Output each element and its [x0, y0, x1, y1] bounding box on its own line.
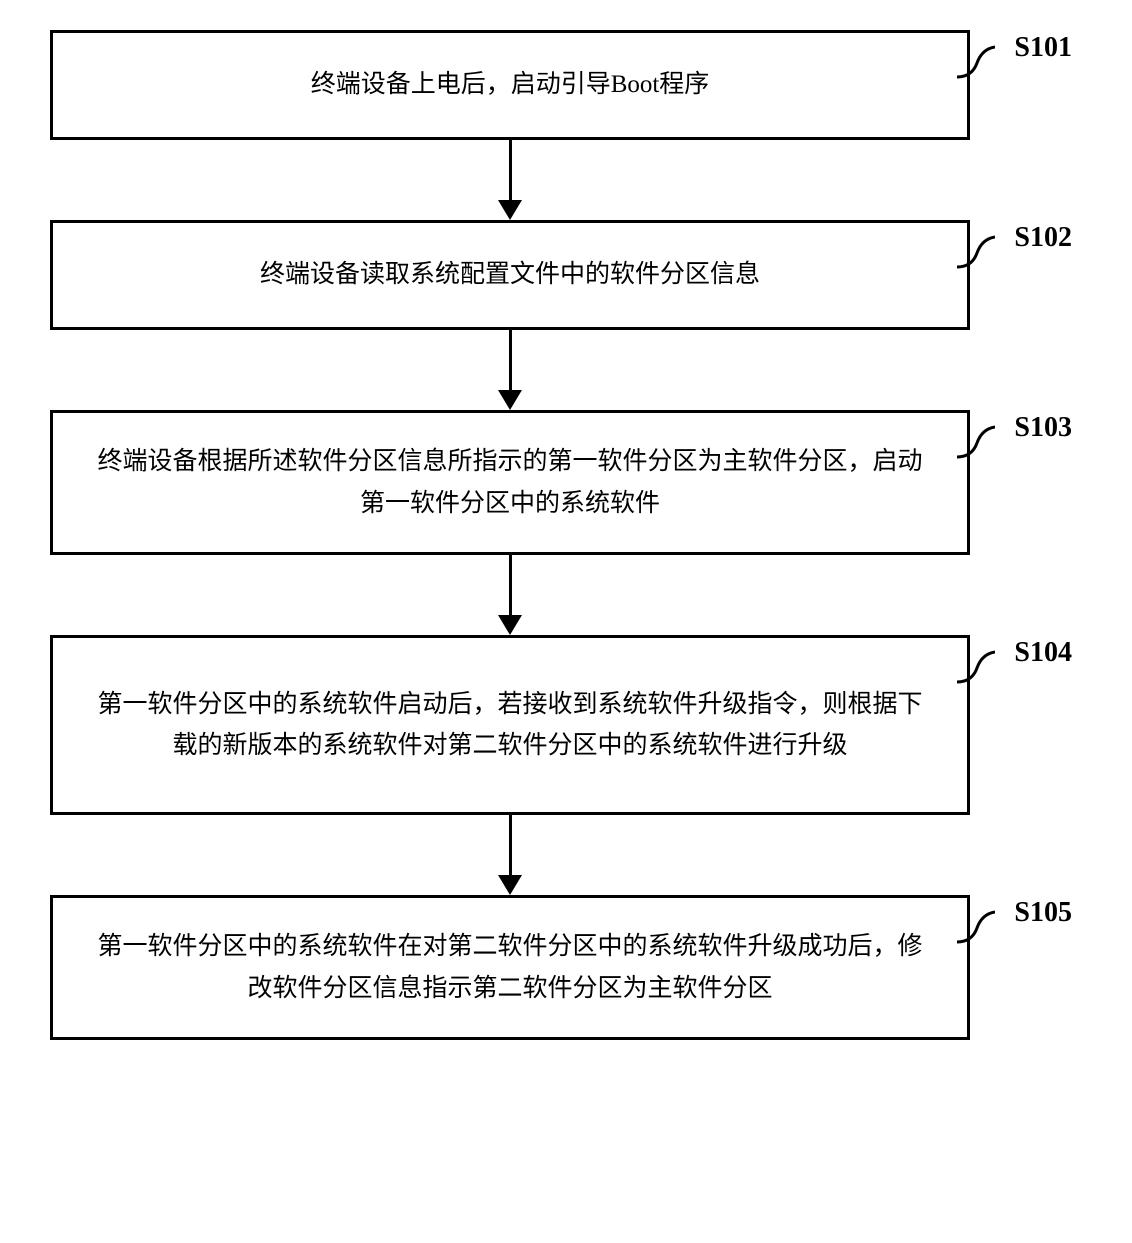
step-container: 第一软件分区中的系统软件启动后，若接收到系统软件升级指令，则根据下载的新版本的系… [50, 635, 1082, 815]
arrow-head-icon [498, 615, 522, 635]
step-container: 第一软件分区中的系统软件在对第二软件分区中的系统软件升级成功后，修改软件分区信息… [50, 895, 1082, 1040]
step-box-s101: 终端设备上电后，启动引导Boot程序 S101 [50, 30, 970, 140]
step-box-s105: 第一软件分区中的系统软件在对第二软件分区中的系统软件升级成功后，修改软件分区信息… [50, 895, 970, 1040]
arrow-head-icon [498, 200, 522, 220]
step-text: 终端设备上电后，启动引导Boot程序 [311, 64, 710, 105]
label-connector-icon [957, 235, 995, 270]
step-text: 第一软件分区中的系统软件启动后，若接收到系统软件升级指令，则根据下载的新版本的系… [93, 684, 927, 767]
step-label: S102 [1014, 215, 1072, 261]
label-connector-icon [957, 910, 995, 945]
arrow-line [509, 140, 512, 202]
arrow [50, 330, 970, 410]
step-container: 终端设备读取系统配置文件中的软件分区信息 S102 [50, 220, 1082, 330]
step-text: 第一软件分区中的系统软件在对第二软件分区中的系统软件升级成功后，修改软件分区信息… [93, 926, 927, 1009]
arrow-line [509, 555, 512, 617]
step-container: 终端设备上电后，启动引导Boot程序 S101 [50, 30, 1082, 140]
label-connector-icon [957, 650, 995, 685]
arrow-line [509, 330, 512, 392]
step-text: 终端设备读取系统配置文件中的软件分区信息 [260, 254, 760, 295]
flowchart-container: 终端设备上电后，启动引导Boot程序 S101 终端设备读取系统配置文件中的软件… [50, 30, 1082, 1040]
arrow-line [509, 815, 512, 877]
step-text: 终端设备根据所述软件分区信息所指示的第一软件分区为主软件分区，启动第一软件分区中… [93, 441, 927, 524]
step-label: S103 [1014, 405, 1072, 451]
label-connector-icon [957, 425, 995, 460]
step-label: S105 [1014, 890, 1072, 936]
step-container: 终端设备根据所述软件分区信息所指示的第一软件分区为主软件分区，启动第一软件分区中… [50, 410, 1082, 555]
arrow [50, 815, 970, 895]
step-box-s104: 第一软件分区中的系统软件启动后，若接收到系统软件升级指令，则根据下载的新版本的系… [50, 635, 970, 815]
step-label: S104 [1014, 630, 1072, 676]
arrow [50, 140, 970, 220]
arrow-head-icon [498, 390, 522, 410]
step-box-s102: 终端设备读取系统配置文件中的软件分区信息 S102 [50, 220, 970, 330]
step-box-s103: 终端设备根据所述软件分区信息所指示的第一软件分区为主软件分区，启动第一软件分区中… [50, 410, 970, 555]
step-label: S101 [1014, 25, 1072, 71]
arrow-head-icon [498, 875, 522, 895]
label-connector-icon [957, 45, 995, 80]
arrow [50, 555, 970, 635]
